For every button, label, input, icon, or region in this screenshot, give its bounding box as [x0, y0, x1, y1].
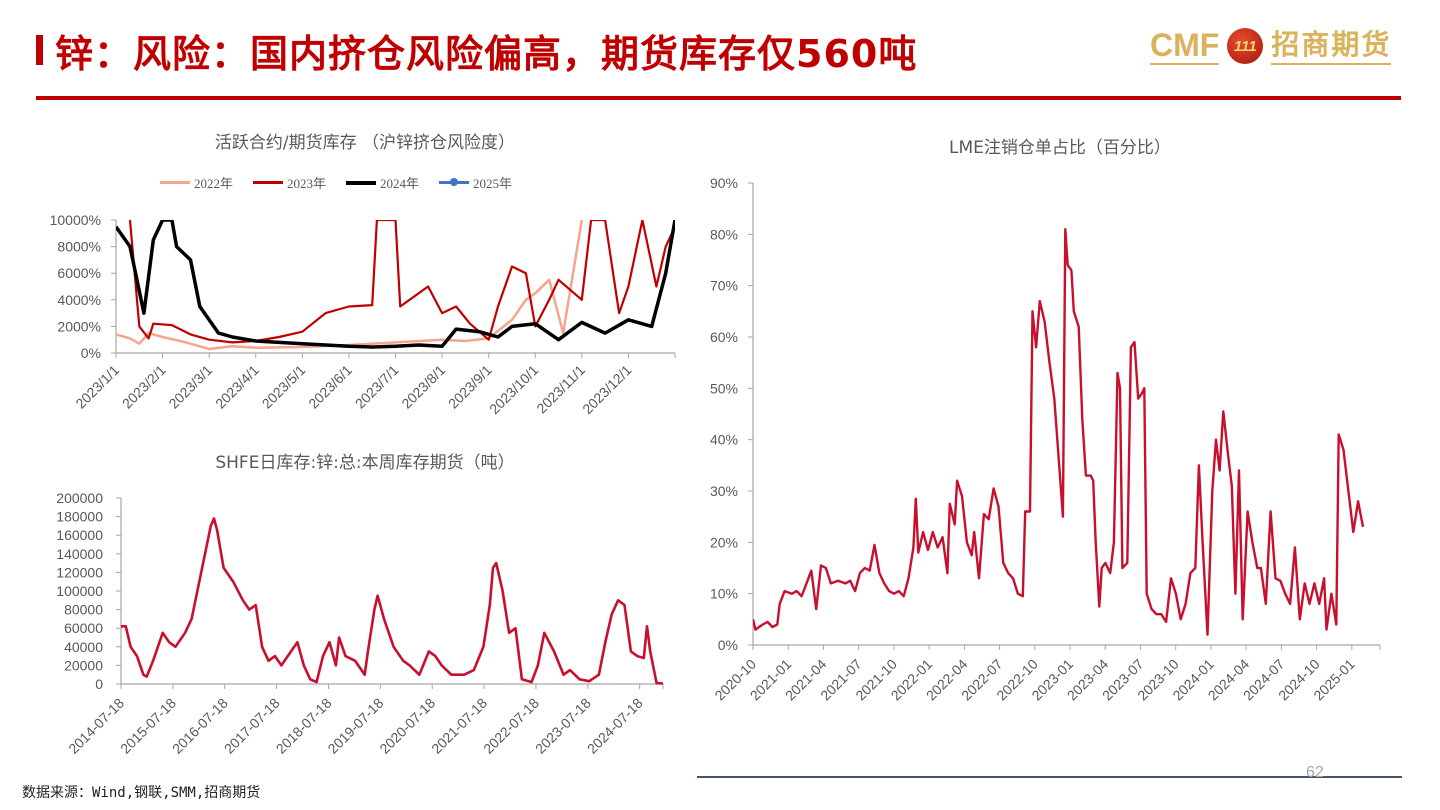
y-tick-label: 0%	[718, 637, 738, 653]
legend-item-2022: 2022年	[160, 173, 233, 192]
legend-label: 2025年	[473, 176, 513, 191]
y-tick-label: 0%	[81, 345, 101, 361]
legend-item-2025: 2025年	[439, 173, 512, 192]
logo-cn-text: 招商期货	[1271, 27, 1392, 65]
legend-swatch-2025	[439, 178, 470, 186]
y-tick-label: 60%	[710, 329, 738, 345]
x-tick-label: 2023/6/1	[305, 362, 355, 412]
slide-title-bar: 锌：风险：国内挤仓风险偏高，期货库存仅560吨	[36, 22, 917, 78]
y-tick-label: 120000	[56, 564, 103, 580]
y-tick-label: 40000	[64, 639, 103, 655]
y-tick-label: 6000%	[57, 265, 101, 281]
y-tick-label: 60000	[64, 620, 103, 636]
y-tick-label: 40%	[710, 432, 738, 448]
series-line	[128, 220, 675, 344]
y-tick-label: 80000	[64, 602, 103, 618]
y-tick-label: 4000%	[57, 292, 101, 308]
x-tick-label: 2023/2/1	[119, 362, 169, 412]
legend-label: 2022年	[194, 176, 234, 191]
x-tick-label: 2023/12/1	[579, 362, 635, 418]
y-tick-label: 20000	[64, 657, 103, 673]
legend-swatch-2022	[160, 181, 190, 184]
x-tick-label: 2023/5/1	[259, 362, 309, 412]
y-tick-label: 70%	[710, 278, 738, 294]
chart1-legend: 2022年 2023年 2024年 2025年	[160, 173, 512, 192]
x-tick-label: 2023/1/1	[72, 362, 122, 412]
y-tick-label: 140000	[56, 546, 103, 562]
y-tick-label: 90%	[710, 175, 738, 191]
y-tick-label: 80%	[710, 226, 738, 242]
x-tick-label: 2023/3/1	[165, 362, 215, 412]
legend-item-2023: 2023年	[253, 173, 326, 192]
footer-divider	[697, 776, 1402, 778]
x-tick-label: 2023/10/1	[486, 362, 542, 418]
title-marker	[36, 35, 43, 65]
title-divider	[36, 96, 1401, 100]
y-tick-label: 30%	[710, 483, 738, 499]
y-tick-label: 100000	[56, 583, 103, 599]
y-tick-label: 50%	[710, 380, 738, 396]
x-tick-label: 2023/11/1	[533, 362, 588, 417]
y-tick-label: 10%	[710, 586, 738, 602]
chart2-title: SHFE日库存:锌:总:本周库存期货（吨）	[215, 453, 515, 473]
page-number: 62	[1306, 764, 1324, 781]
series-line	[753, 228, 1365, 636]
legend-item-2024: 2024年	[346, 173, 419, 192]
series-line	[116, 220, 584, 351]
chart1-title: 活跃合约/期货库存 （沪锌挤仓风险度）	[214, 133, 516, 153]
y-tick-label: 160000	[56, 527, 103, 543]
y-tick-label: 200000	[56, 490, 103, 506]
x-tick-label: 2023/8/1	[398, 362, 448, 412]
y-tick-label: 180000	[56, 509, 103, 525]
cmf-logo: CMF 111 招商期货	[1150, 24, 1392, 68]
slide-title: 锌：风险：国内挤仓风险偏高，期货库存仅560吨	[55, 31, 918, 76]
x-tick-label: 2024-07-18	[584, 695, 646, 757]
chart3-plot: 0%10%20%30%40%50%60%70%80%90%2020-102021…	[710, 175, 1381, 703]
chart3-title: LME注销仓单占比（百分比）	[949, 138, 1171, 158]
y-tick-label: 20%	[710, 534, 738, 550]
legend-swatch-2023	[253, 181, 284, 184]
legend-label: 2023年	[287, 176, 327, 191]
x-tick-label: 2023/4/1	[212, 362, 262, 412]
logo-cmf-text: CMF	[1150, 27, 1220, 65]
series-line	[121, 517, 663, 685]
chart1-plot: 0%2000%4000%6000%8000%10000%2023/1/12023…	[50, 212, 676, 418]
chart2-plot: 0 20000 40000 60000 80000 100000 120000 140000 1…	[56, 490, 664, 757]
series-line	[116, 220, 675, 349]
y-tick-label: 2000%	[57, 318, 101, 334]
y-tick-label: 8000%	[57, 239, 101, 255]
logo-emblem-icon: 111	[1227, 28, 1264, 64]
legend-label: 2024年	[380, 176, 420, 191]
x-tick-label: 2023/7/1	[352, 362, 402, 412]
legend-swatch-2024	[346, 180, 377, 185]
data-source: 数据来源：Wind,钢联,SMM,招商期货	[22, 785, 261, 801]
y-tick-label: 10000%	[50, 212, 101, 228]
y-tick-label: 0	[95, 676, 103, 692]
